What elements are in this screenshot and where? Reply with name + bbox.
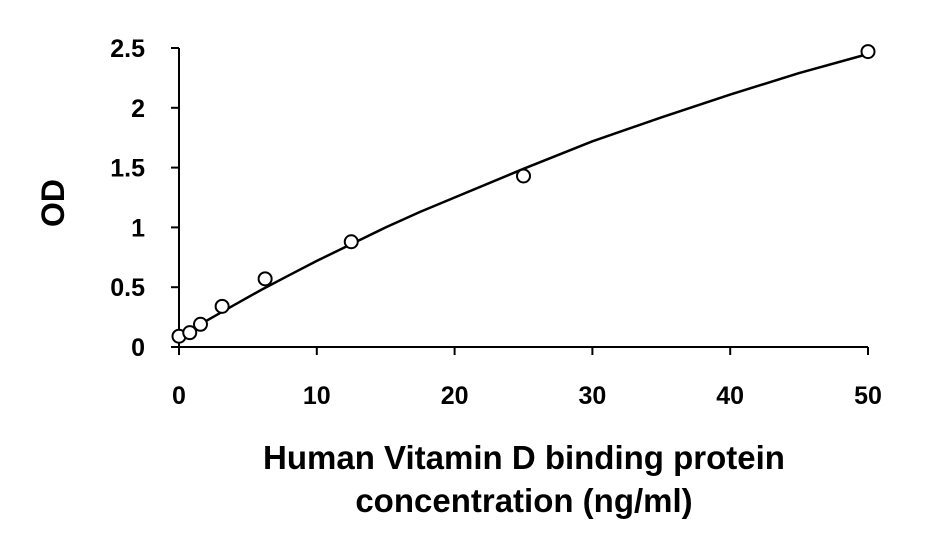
data-point	[192, 316, 208, 332]
axes	[171, 47, 869, 355]
fit-curve	[178, 52, 869, 337]
y-tick-label: 0	[131, 334, 145, 362]
x-axis-title-line-2: concentration (ng/ml)	[355, 482, 692, 519]
data-point	[257, 271, 273, 287]
x-tick-label: 20	[441, 382, 469, 410]
data-point	[516, 168, 531, 184]
y-tick-label: 1	[131, 214, 145, 242]
x-tick-label: 10	[303, 382, 331, 410]
data-point	[182, 325, 198, 341]
y-tick-label: 2.5	[110, 35, 145, 63]
x-tick-label: 40	[716, 382, 744, 410]
data-point	[214, 298, 230, 314]
x-tick-label: 0	[172, 382, 186, 410]
data-points-layer	[171, 44, 876, 344]
data-point	[343, 234, 359, 250]
x-tick-label: 50	[854, 382, 882, 410]
data-point	[860, 44, 876, 60]
x-axis-title-line-1: Human Vitamin D binding protein	[263, 439, 785, 476]
tick-labels-layer: 0 0.5 1 1.5 2 2.5 0 10 20 30 40 50	[110, 35, 882, 410]
fit-curve-layer	[178, 52, 869, 337]
y-tick-label: 2	[131, 95, 145, 123]
y-tick-label: 1.5	[110, 155, 145, 183]
y-axis-title: OD	[35, 179, 71, 227]
y-tick-label: 0.5	[110, 274, 145, 302]
x-tick-label: 30	[578, 382, 606, 410]
